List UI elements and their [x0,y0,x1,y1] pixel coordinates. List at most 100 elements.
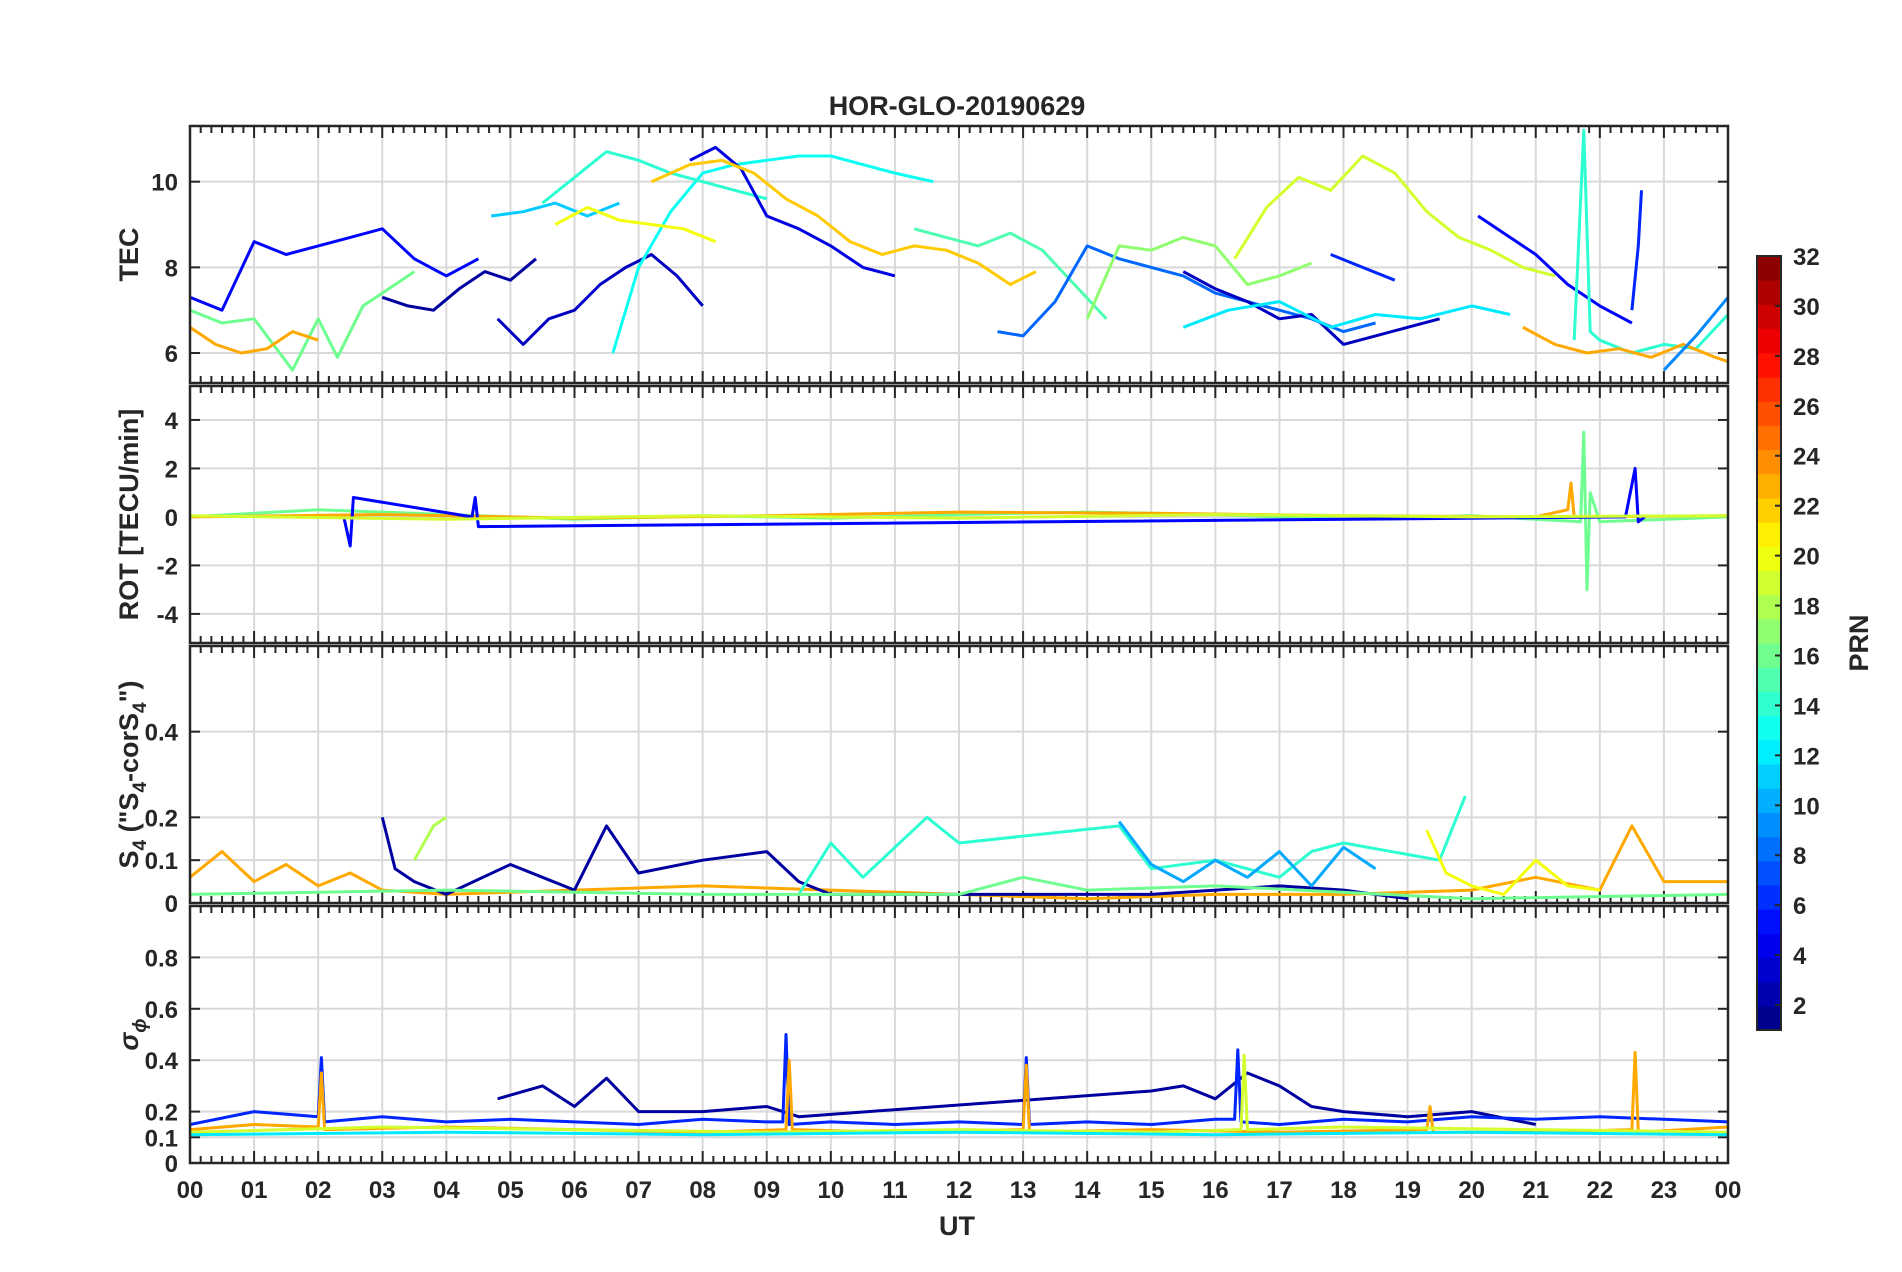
series-prn-10 [1117,820,1377,888]
series-prn-19 [1233,154,1556,278]
x-tick-label: 05 [497,1177,524,1204]
y-axis-label-sigma: σϕ [114,1018,151,1050]
colorbar-swatch [1757,691,1781,717]
series-prn-6 [190,1033,1728,1126]
colorbar-swatch [1757,981,1781,1007]
y-tick-label: 0.6 [145,997,178,1024]
colorbar-swatch [1757,836,1781,862]
colorbar-tick-label: 28 [1793,344,1820,371]
y-tick-label: 8 [165,255,178,282]
colorbar-tick-label: 20 [1793,544,1820,571]
colorbar-tick-label: 22 [1793,494,1820,521]
x-tick-label: 23 [1651,1177,1678,1204]
x-tick-label: 08 [689,1177,716,1204]
panel-rot: -4 -2 0 2 4 ROT [TECU/min] [114,384,1730,645]
series-prn-9 [1662,296,1728,372]
colorbar-swatch [1757,860,1781,886]
series-prn-19 [190,513,1728,521]
x-tick-label: 14 [1074,1177,1101,1204]
series-prn-4 [689,145,896,278]
colorbar-swatch [1757,352,1781,378]
colorbar-tick-label: 32 [1793,244,1820,271]
series-prn-20 [554,205,717,244]
colorbar-swatch [1757,328,1781,354]
colorbar-swatch [1757,594,1781,620]
colorbar-tick-label: 4 [1793,943,1807,970]
colorbar-tick-label: 2 [1793,993,1806,1020]
series-prn-22 [650,158,1037,286]
y-axis-label-tec: TEC [114,228,144,282]
series-prn-3 [496,253,704,346]
colorbar-swatch [1757,449,1781,475]
colorbar-swatch [1757,957,1781,983]
series-prn-23 [1522,325,1728,364]
panel-s4: 0 0.1 0.2 0.4S4 ("S4-corS4") [114,644,1730,918]
panel-frame [188,904,1730,1165]
series-prn-5 [1477,214,1633,325]
colorbar-swatch [1757,763,1781,789]
colorbar-swatch [1757,909,1781,934]
panel-frame [188,124,1730,385]
y-tick-label: 0.1 [145,1125,178,1152]
series-prn-20 [1425,829,1600,896]
series-prn-2 [497,1071,1537,1126]
series-prn-12 [1182,300,1511,329]
series-prn-19 [190,1053,1728,1134]
series-prn-2 [381,257,537,312]
series-prn-17 [1085,235,1313,320]
y-tick-label: -2 [157,553,178,580]
series-prn-14 [541,150,768,205]
colorbar-swatch [1757,425,1781,451]
x-tick-label: 22 [1586,1177,1613,1204]
colorbar-tick-label: 30 [1793,294,1820,321]
y-tick-label: 0.1 [145,848,178,875]
y-tick-label: -4 [157,602,179,629]
colorbar-swatch [1757,546,1781,572]
x-tick-label: 16 [1202,1177,1229,1204]
colorbar-swatch [1757,618,1781,644]
y-tick-label: 0.4 [145,720,179,747]
y-tick-label: 0 [165,1151,178,1178]
colorbar-tick-label: 14 [1793,693,1820,720]
colorbar-swatch [1757,376,1781,402]
y-tick-label: 10 [151,170,178,197]
colorbar-swatch [1757,667,1781,692]
series-prn-16 [190,875,1728,901]
y-tick-label: 0.2 [145,1100,178,1127]
colorbar-swatch [1757,473,1781,499]
x-tick-label: 02 [305,1177,332,1204]
series-prn-16 [190,270,416,372]
x-tick-label: 12 [946,1177,973,1204]
colorbar-tick-label: 26 [1793,394,1820,421]
y-axis-label-rot: ROT [TECU/min] [114,409,144,620]
x-axis-label: UT [939,1211,975,1241]
y-tick-label: 6 [165,341,178,368]
x-tick-label: 17 [1266,1177,1293,1204]
series-prn-14 [797,795,1467,896]
colorbar-swatch [1757,933,1781,959]
colorbar-swatch [1757,715,1781,741]
panel-frame [188,384,1730,645]
series-prn-3 [1182,270,1440,346]
series-prn-18 [412,816,448,861]
x-axis: 00 01 02 03 04 05 06 07 08 09 10 11 12 13 14 15 16 17 18 19… [177,1177,1742,1204]
series-prn-2 [380,816,1408,901]
colorbar-swatch [1757,739,1781,765]
colorbar-tick-label: 12 [1793,743,1820,770]
series-prn-23 [190,326,319,355]
colorbar-swatch [1757,570,1781,596]
x-tick-label: 20 [1458,1177,1485,1204]
colorbar-tick-label: 10 [1793,793,1820,820]
y-tick-label: 4 [165,408,179,435]
y-tick-label: 0.8 [145,945,178,972]
x-tick-label: 01 [241,1177,268,1204]
colorbar-swatch [1757,497,1781,523]
x-tick-label: 06 [561,1177,588,1204]
y-tick-label: 0 [165,891,178,918]
x-tick-label: 04 [433,1177,460,1204]
x-tick-label: 15 [1138,1177,1165,1204]
y-tick-label: 0.4 [145,1048,179,1075]
